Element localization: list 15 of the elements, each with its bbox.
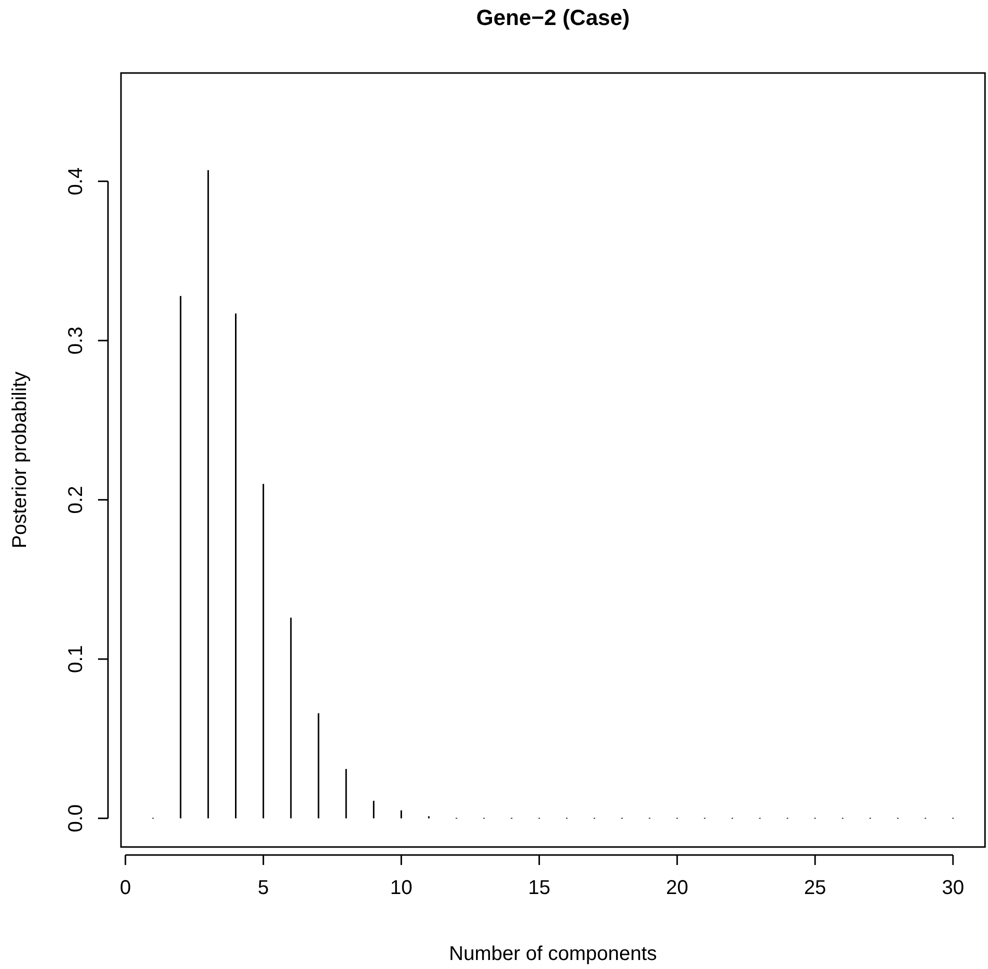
y-tick-label: 0.1 xyxy=(65,645,87,673)
x-tick-label: 30 xyxy=(942,877,964,899)
y-tick-label: 0.0 xyxy=(65,804,87,832)
y-tick-label: 0.2 xyxy=(65,486,87,514)
x-tick-label: 15 xyxy=(528,877,550,899)
x-tick-label: 20 xyxy=(666,877,688,899)
x-tick-label: 25 xyxy=(804,877,826,899)
y-axis-title: Posterior probability xyxy=(9,372,31,548)
x-tick-label: 0 xyxy=(120,877,131,899)
chart-title: Gene−2 (Case) xyxy=(476,5,630,30)
y-tick-label: 0.4 xyxy=(65,167,87,196)
x-axis-title: Number of components xyxy=(449,943,657,965)
x-tick-label: 10 xyxy=(390,877,412,899)
y-tick-label: 0.3 xyxy=(65,326,87,354)
x-tick-label: 5 xyxy=(258,877,269,899)
